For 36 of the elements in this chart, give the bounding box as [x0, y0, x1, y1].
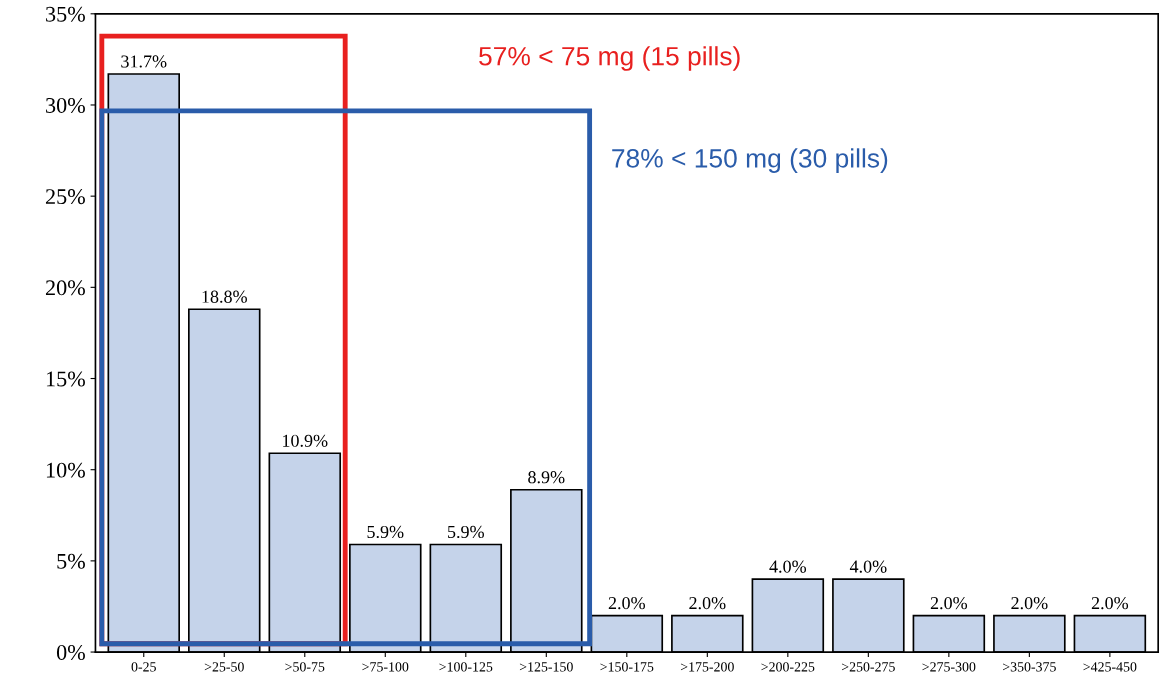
annotation: 57% < 75 mg (15 pills) [479, 46, 740, 71]
data-label: 2.0% [1011, 596, 1048, 610]
data-label: 2.0% [1091, 596, 1129, 610]
y-tick-label: 30% [46, 97, 85, 113]
x-tick-label: >50-75 [285, 662, 325, 672]
x-tick-label: >175-200 [680, 662, 734, 672]
data-label: 2.0% [689, 596, 726, 610]
data-label: 18.8% [202, 290, 247, 303]
y-tick-label: 0% [56, 644, 85, 661]
x-tick-label: >125-150 [519, 662, 573, 672]
data-label: 5.9% [448, 525, 484, 539]
x-tick-label: >75-100 [362, 662, 409, 672]
y-tick-label: 25% [45, 189, 85, 205]
x-tick-label: >275-300 [922, 662, 976, 672]
y-tick-label: 5% [57, 553, 85, 569]
x-tick-label: >200-225 [761, 662, 815, 672]
data-label: 4.0% [769, 560, 807, 573]
annotation: 78% < 150 mg (30 pills) [612, 148, 888, 173]
data-label: 2.0% [930, 596, 968, 610]
x-tick-label: >100-125 [439, 662, 493, 672]
data-label: 4.0% [849, 560, 887, 573]
x-tick-label: 0-25 [131, 662, 156, 672]
data-label: 2.0% [608, 596, 645, 610]
data-label: 5.9% [367, 525, 404, 539]
y-tick-label: 35% [46, 6, 85, 22]
y-tick-label: 15% [46, 371, 85, 387]
data-label: 31.7% [121, 55, 167, 68]
y-tick-label: 10% [46, 462, 85, 478]
data-label: 10.9% [283, 434, 328, 447]
x-tick-label: >25-50 [204, 662, 244, 672]
data-label: 8.9% [528, 471, 565, 484]
x-tick-label: >250-275 [841, 662, 895, 672]
y-tick-label: 20% [45, 280, 85, 296]
x-tick-label: >350-375 [1003, 662, 1056, 672]
x-tick-label: >425-450 [1083, 662, 1137, 672]
x-tick-label: >150-175 [600, 662, 654, 672]
